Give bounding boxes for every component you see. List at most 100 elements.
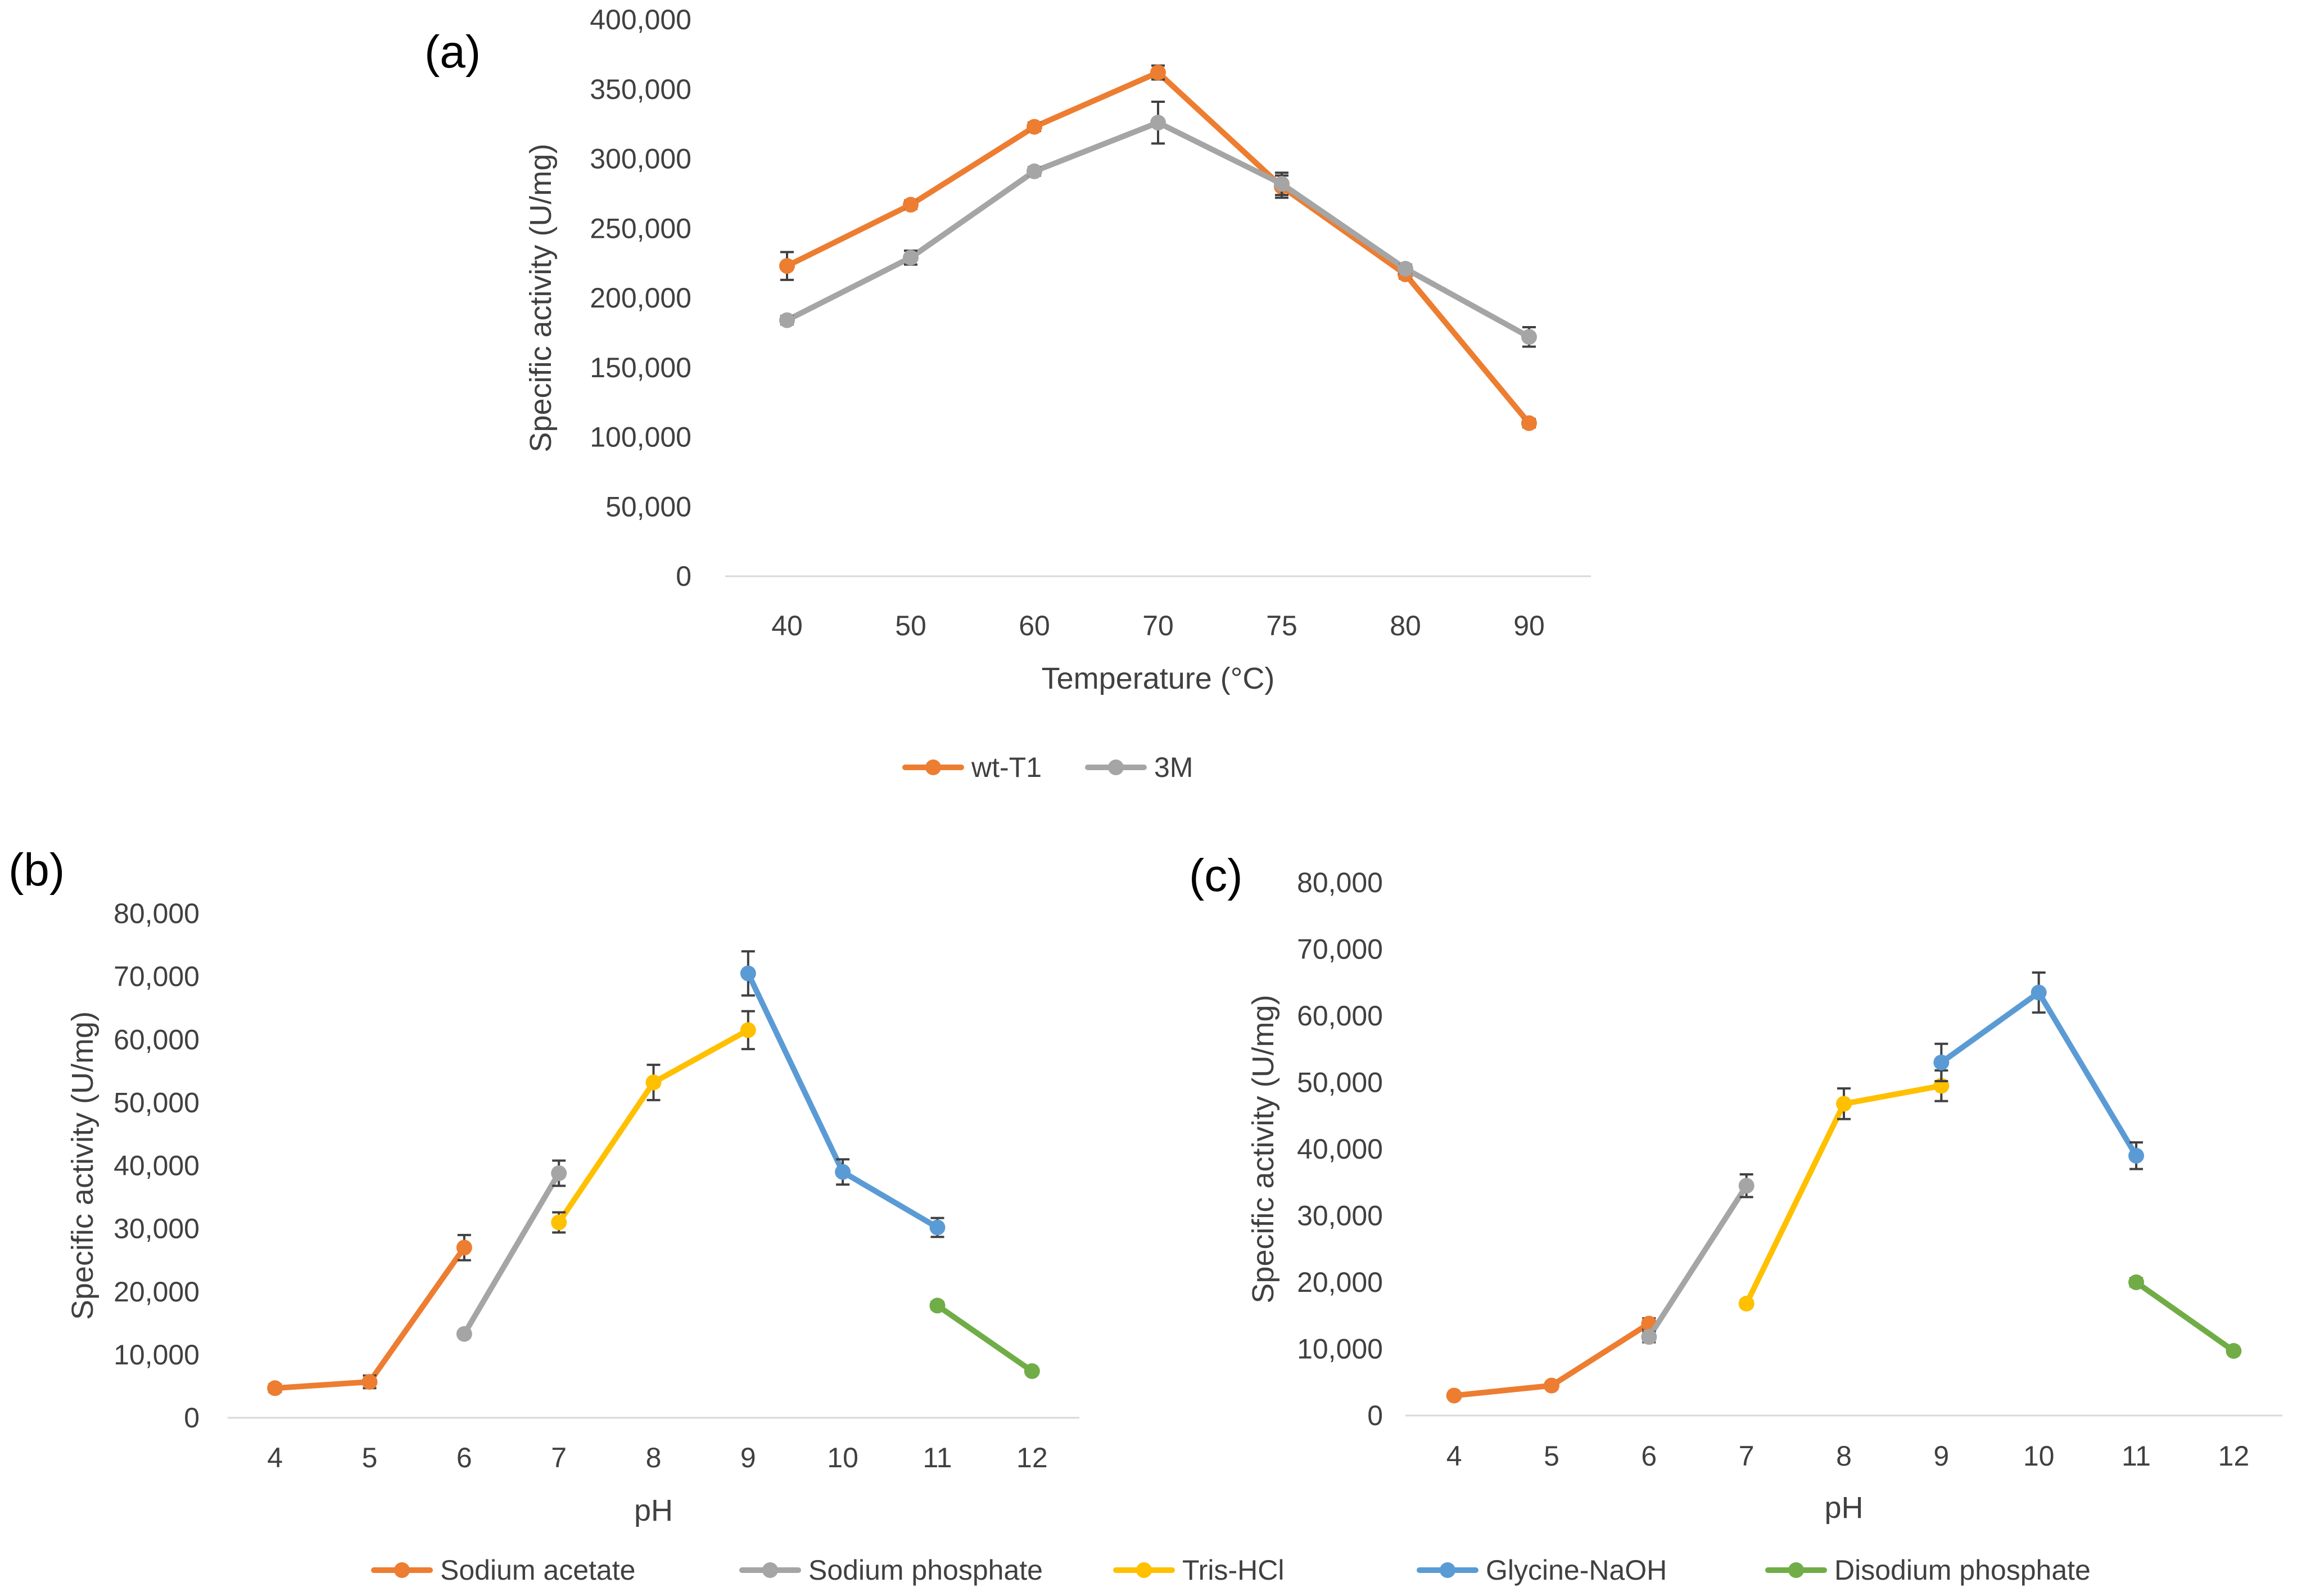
legend-marker xyxy=(925,759,941,775)
series-glycine-naoh xyxy=(740,950,946,1238)
x-tick-label: 8 xyxy=(1836,1440,1852,1472)
x-tick-label: 12 xyxy=(2218,1440,2250,1472)
x-tick-label: 6 xyxy=(456,1442,472,1473)
y-tick-label: 0 xyxy=(184,1402,200,1434)
y-tick-label: 300,000 xyxy=(590,143,691,175)
series-disodium-phosphate xyxy=(929,1297,1040,1380)
panel-label: (a) xyxy=(424,26,481,78)
x-tick-label: 70 xyxy=(1142,610,1174,641)
data-point xyxy=(1544,1377,1559,1394)
x-tick-label: 9 xyxy=(740,1442,756,1473)
series-line-glycine-naoh xyxy=(1938,989,2139,1159)
data-point xyxy=(903,250,919,266)
x-axis-title: pH xyxy=(634,1494,673,1527)
y-axis-title: Specific activity (U/mg) xyxy=(1246,994,1280,1303)
y-tick-label: 70,000 xyxy=(114,961,200,992)
series-glycine-naoh xyxy=(1933,971,2144,1170)
y-tick-label: 40,000 xyxy=(1297,1133,1383,1165)
x-tick-label: 80 xyxy=(1390,610,1421,641)
y-tick-label: 50,000 xyxy=(114,1087,200,1118)
series-line-tris-hcl xyxy=(556,1027,751,1226)
legend-marker xyxy=(1136,1562,1152,1578)
data-point xyxy=(903,197,919,213)
data-point xyxy=(2031,984,2047,1001)
y-tick-label: 80,000 xyxy=(1297,867,1383,898)
series-line-sodium-phosphate xyxy=(1646,1183,1749,1340)
y-tick-label: 200,000 xyxy=(590,282,691,314)
legend-label: wt-T1 xyxy=(971,752,1042,783)
data-point xyxy=(1521,415,1537,431)
x-tick-label: 7 xyxy=(551,1442,567,1473)
y-tick-label: 40,000 xyxy=(114,1150,200,1182)
chart-panel-c: (c) 0 10,000 20,000 30,000 40,000 50,000 60,000… xyxy=(1189,850,2282,1525)
data-point xyxy=(2128,1147,2144,1164)
legend-marker xyxy=(394,1562,410,1578)
legend-item-sodium-phosphate: Sodium phosphate xyxy=(739,1554,1043,1586)
y-tick-label: 100,000 xyxy=(590,422,691,453)
data-point xyxy=(645,1074,662,1091)
x-tick-label: 5 xyxy=(1544,1440,1559,1472)
data-point xyxy=(456,1326,472,1342)
x-tick-label: 11 xyxy=(923,1442,952,1473)
y-tick-label: 60,000 xyxy=(1297,1000,1383,1032)
series-tris-hcl xyxy=(551,1010,756,1234)
series-sodium-phosphate xyxy=(456,1159,567,1342)
y-tick-label: 10,000 xyxy=(114,1339,200,1371)
legend-item-disodium-phosphate: Disodium phosphate xyxy=(1765,1554,2091,1586)
legend-label: Sodium acetate xyxy=(440,1554,635,1586)
y-tick-label: 30,000 xyxy=(114,1213,200,1245)
data-point xyxy=(456,1240,472,1256)
x-tick-label: 7 xyxy=(1739,1440,1755,1472)
y-tick-label: 50,000 xyxy=(605,491,691,522)
y-tick-label: 0 xyxy=(676,560,691,592)
x-tick-label: 60 xyxy=(1019,610,1050,641)
y-tick-label: 60,000 xyxy=(114,1024,200,1055)
x-tick-label: 8 xyxy=(646,1442,662,1473)
legend-item-tris-hcl: Tris-HCl xyxy=(1113,1554,1284,1586)
data-point xyxy=(2226,1343,2242,1359)
data-point xyxy=(1738,1178,1755,1194)
x-tick-label: 40 xyxy=(771,610,803,641)
data-point xyxy=(740,965,756,982)
legend-marker xyxy=(1788,1562,1804,1578)
legend-item-sodium-acetate: Sodium acetate xyxy=(371,1554,635,1586)
legend-label: 3M xyxy=(1154,752,1193,783)
x-tick-label: 75 xyxy=(1266,610,1297,641)
data-point xyxy=(1150,65,1166,81)
x-tick-label: 4 xyxy=(1446,1440,1462,1472)
y-tick-label: 20,000 xyxy=(1297,1267,1383,1298)
chart-panel-b: (b) 0 10,000 20,000 30,000 40,000 50,000 60,000… xyxy=(8,844,1079,1527)
x-axis-title: Temperature (°C) xyxy=(1042,662,1275,695)
panel-label: (b) xyxy=(8,844,65,896)
data-point xyxy=(1641,1329,1657,1345)
y-tick-label: 350,000 xyxy=(590,74,691,105)
x-tick-label: 10 xyxy=(827,1442,858,1473)
series-line-disodium-phosphate xyxy=(2133,1279,2237,1354)
chart-panel-a: (a) 0 50,000 100,000 150,000 200,000 250,000 30… xyxy=(424,4,1591,695)
y-tick-label: 20,000 xyxy=(114,1276,200,1308)
data-point xyxy=(1738,1295,1755,1312)
data-point xyxy=(779,258,795,274)
data-point xyxy=(1446,1387,1462,1404)
series-sodium-phosphate xyxy=(1641,1173,1755,1345)
series-sodium-acetate xyxy=(267,1233,472,1396)
legend-label: Disodium phosphate xyxy=(1834,1554,2091,1586)
y-tick-label: 150,000 xyxy=(590,352,691,383)
data-point xyxy=(1398,261,1413,277)
data-point xyxy=(779,312,795,328)
x-tick-label: 90 xyxy=(1513,610,1545,641)
data-point xyxy=(2128,1274,2144,1290)
legend-temperature: wt-T1 3M xyxy=(902,752,1193,783)
data-point xyxy=(551,1165,567,1181)
x-tick-label: 6 xyxy=(1641,1440,1657,1472)
data-point xyxy=(1150,115,1166,131)
y-tick-label: 10,000 xyxy=(1297,1333,1383,1365)
data-point xyxy=(551,1214,567,1231)
data-point xyxy=(835,1164,851,1180)
legend-item-3m: 3M xyxy=(1085,752,1193,783)
y-tick-label: 30,000 xyxy=(1297,1200,1383,1232)
y-tick-label: 400,000 xyxy=(590,4,691,35)
x-tick-label: 50 xyxy=(895,610,926,641)
data-point xyxy=(1027,163,1042,179)
